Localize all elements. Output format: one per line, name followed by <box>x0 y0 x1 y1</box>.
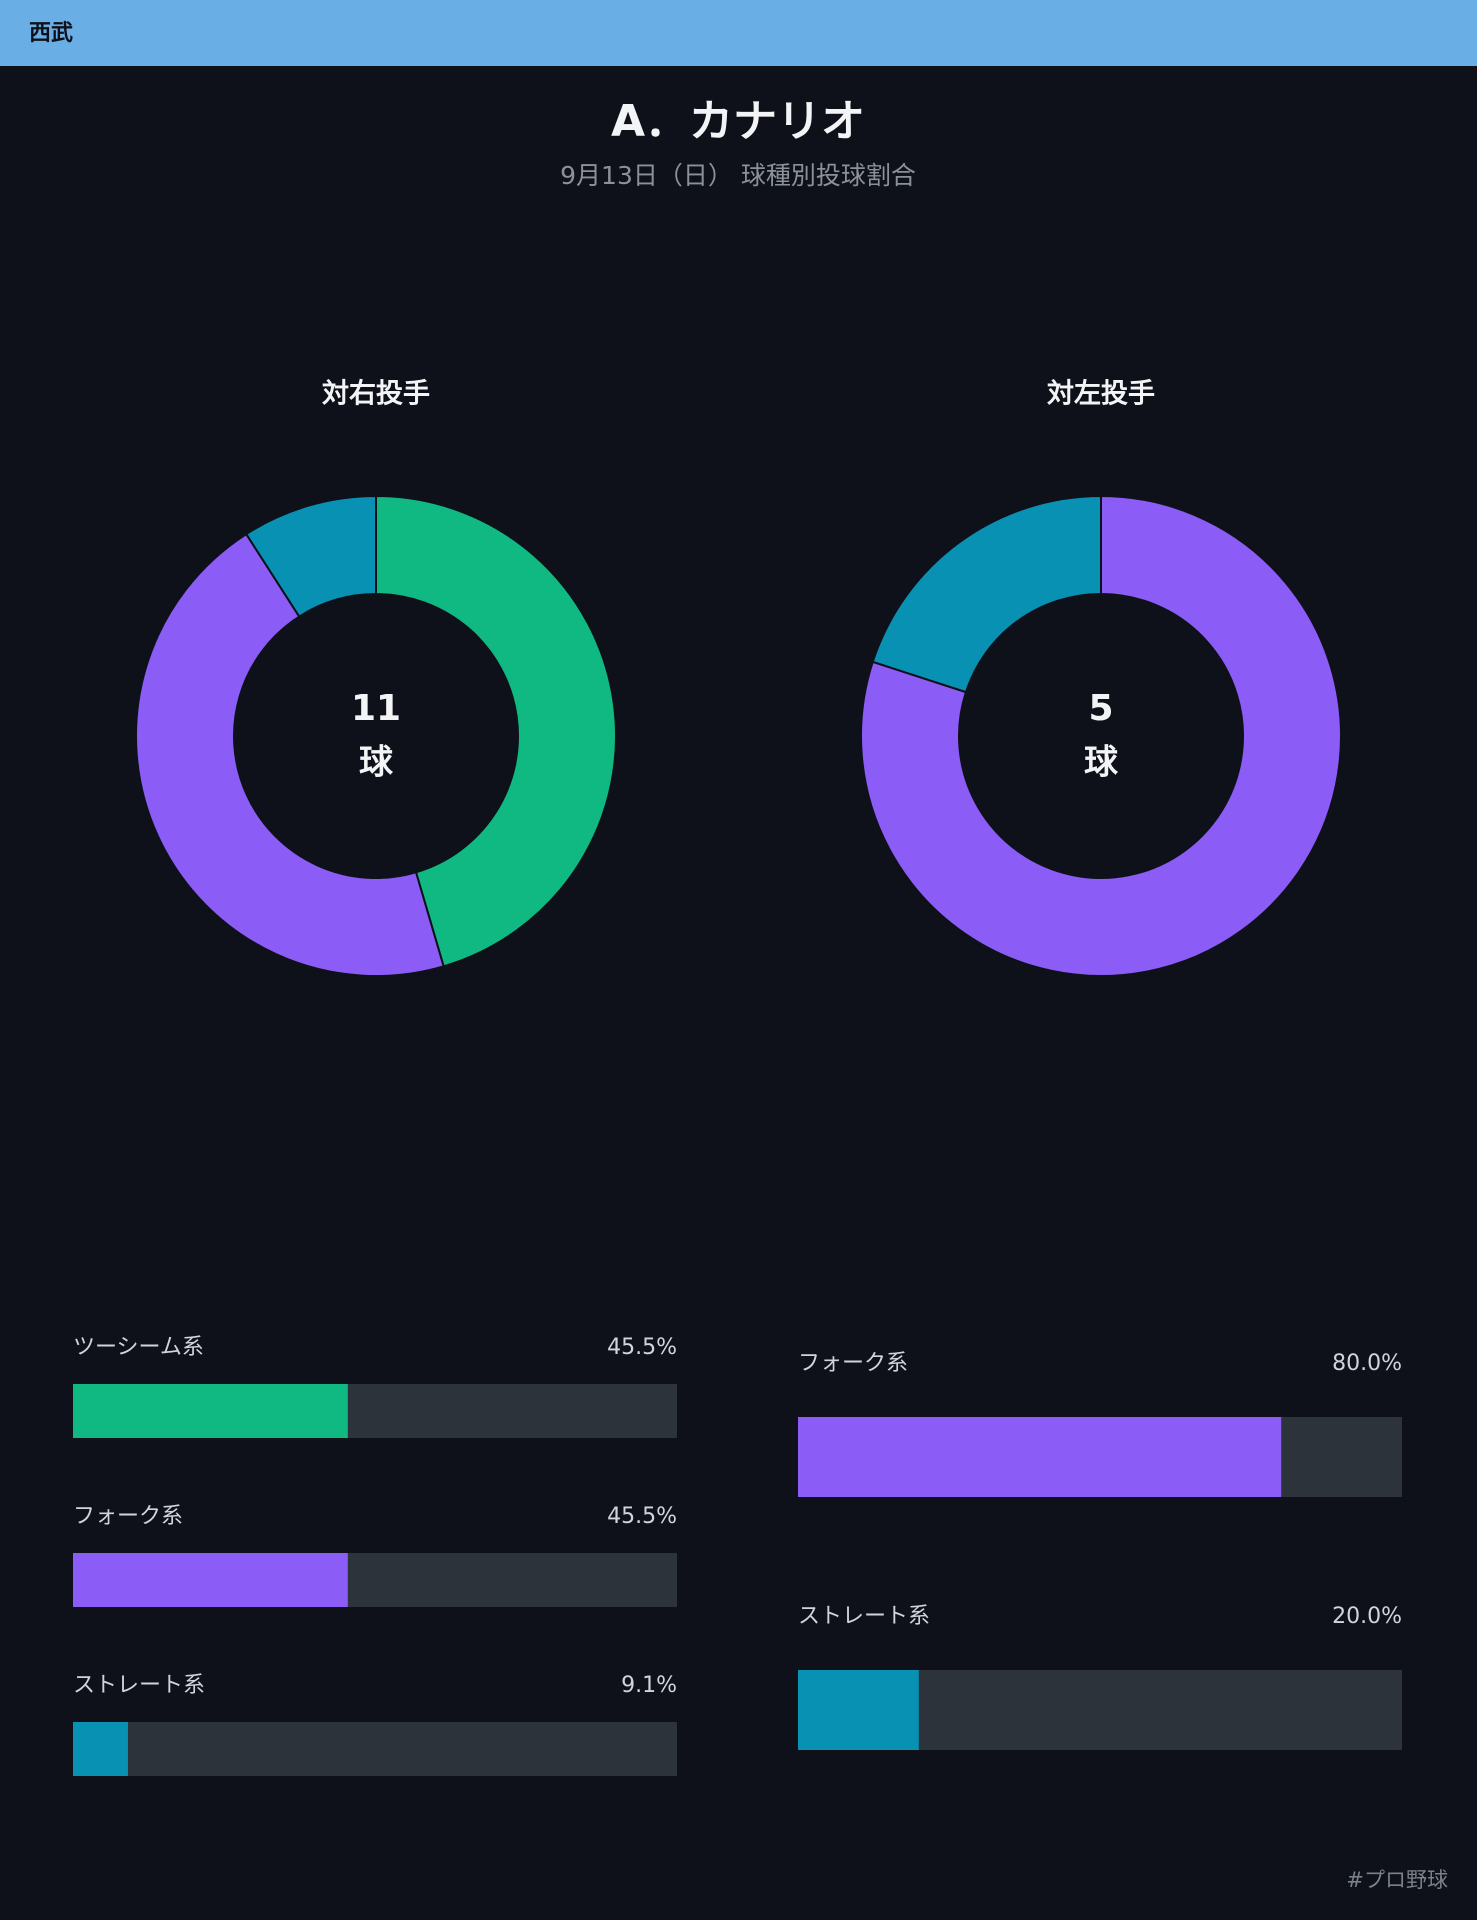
center-unit: 球 <box>1084 743 1119 783</box>
donut-title: 対左投手 <box>1047 379 1155 410</box>
bar-value-label: 20.0% <box>1332 1604 1402 1629</box>
bar-value-label: 45.5% <box>607 1504 677 1529</box>
header-bar <box>0 0 1477 66</box>
center-unit: 球 <box>359 743 394 783</box>
bar-value-label: 80.0% <box>1332 1351 1402 1376</box>
bar-value-label: 45.5% <box>607 1335 677 1360</box>
bar-label: ツーシーム系 <box>73 1335 204 1360</box>
donut-slice <box>375 494 617 968</box>
donut-slice <box>244 494 377 618</box>
bar <box>73 1722 128 1776</box>
bar-label: ストレート系 <box>798 1604 930 1629</box>
team-name: 西武 <box>29 21 73 46</box>
bar <box>73 1553 348 1607</box>
player-name: A．カナリオ <box>611 96 865 147</box>
center-count: 11 <box>351 688 401 729</box>
donut-slice <box>871 494 1102 694</box>
donut-slice <box>860 494 1342 977</box>
bar-label: ストレート系 <box>73 1673 205 1698</box>
center-count: 5 <box>1088 688 1113 729</box>
bar <box>798 1670 919 1750</box>
donut-slice <box>135 532 445 977</box>
subtitle: 9月13日（日） 球種別投球割合 <box>560 161 916 190</box>
bar-label: フォーク系 <box>798 1351 908 1376</box>
footer-tag: #プロ野球 <box>1346 1868 1448 1892</box>
bar <box>73 1384 348 1438</box>
bar-value-label: 9.1% <box>621 1673 677 1698</box>
bar <box>798 1417 1282 1497</box>
bar-track <box>73 1722 677 1776</box>
bar-label: フォーク系 <box>73 1504 183 1529</box>
donut-title: 対右投手 <box>322 379 430 410</box>
